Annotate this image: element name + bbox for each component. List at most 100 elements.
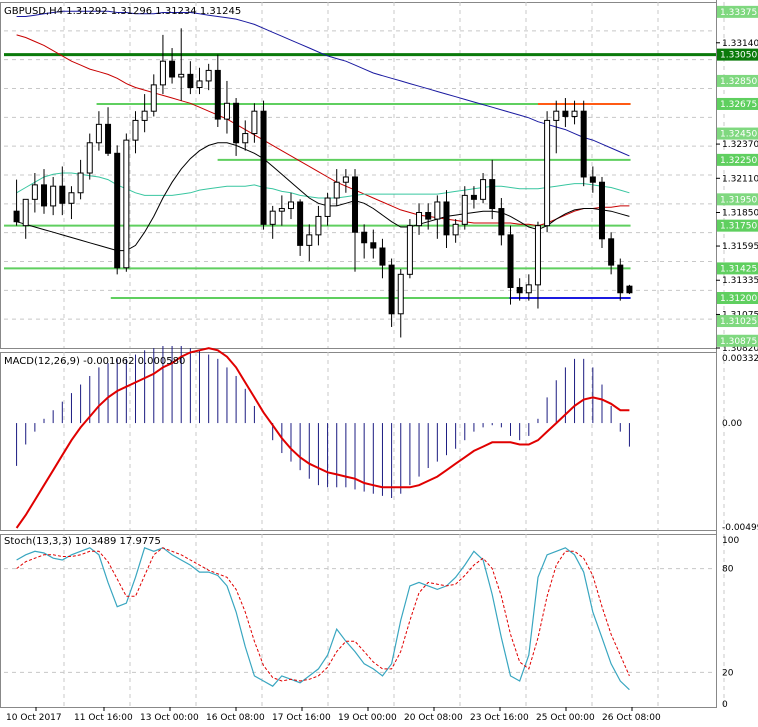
candle[interactable] [434,201,441,220]
candle[interactable] [178,73,185,78]
candle[interactable] [489,179,496,210]
candle[interactable] [443,201,450,236]
candle[interactable] [223,102,230,120]
candle[interactable] [507,234,514,288]
candle[interactable] [50,185,57,207]
price-level-label: 1.32675 [720,100,757,110]
macd-signal-line [15,347,630,529]
time-tick-label: 10 Oct 2017 [6,713,62,723]
price-level-tag[interactable] [717,193,758,206]
candle[interactable] [562,110,569,117]
candle[interactable] [406,225,413,275]
price-level-tag[interactable] [717,153,758,166]
candle[interactable] [397,273,404,315]
candle[interactable] [370,242,377,249]
candle[interactable] [297,201,304,246]
candle[interactable] [352,176,359,233]
candle[interactable] [452,223,459,236]
candle[interactable] [598,181,605,240]
price-level-tag[interactable] [717,334,758,347]
stoch-tick-label: 80 [722,565,734,575]
candle[interactable] [269,210,276,225]
candle[interactable] [388,264,395,315]
candle[interactable] [132,119,139,141]
candle[interactable] [41,184,48,207]
time-tick-label: 23 Oct 16:00 [470,713,529,723]
candle[interactable] [306,234,313,246]
candle[interactable] [425,211,432,220]
price-level-tag[interactable] [717,74,758,87]
price-level-tag[interactable] [717,48,758,61]
candle[interactable] [86,142,93,174]
stochastic-chart[interactable] [4,547,716,691]
candle[interactable] [114,152,121,269]
candle[interactable] [251,110,258,135]
price-axis: 1.33140 1.32370 1.32110 1.31850 1.31595 1.313… [716,5,758,710]
candle[interactable] [324,197,331,217]
candle[interactable] [470,194,477,200]
candle[interactable] [31,184,38,200]
candle[interactable] [379,247,386,266]
price-level-label: 1.32250 [720,156,757,166]
price-level-tag[interactable] [717,292,758,305]
candle[interactable] [544,119,551,227]
candle[interactable] [242,133,249,144]
price-level-tag[interactable] [717,127,758,140]
price-level-label: 1.31425 [720,264,757,274]
candle[interactable] [150,84,157,112]
candle[interactable] [287,201,294,210]
candle[interactable] [95,123,102,144]
candle[interactable] [333,181,340,199]
candle[interactable] [580,110,587,178]
candle[interactable] [169,60,176,78]
candle[interactable] [626,285,633,294]
candle[interactable] [315,215,322,236]
stoch-title: Stoch(13,3,3) 10.3489 17.9775 [4,536,161,547]
candle[interactable] [516,286,523,294]
macd-chart[interactable] [15,346,630,529]
candle[interactable] [260,110,267,225]
candle[interactable] [461,194,468,225]
candle[interactable] [13,210,20,223]
candle[interactable] [196,80,203,89]
moving-average-red [16,34,630,227]
candle[interactable] [187,73,194,89]
macd-tick-label: 0.00 [722,419,742,429]
price-level-tag[interactable] [717,315,758,328]
price-level-tag[interactable] [717,5,758,18]
time-tick-label: 19 Oct 00:00 [338,713,397,723]
candle[interactable] [233,102,240,144]
candle[interactable] [105,123,112,154]
candle[interactable] [214,69,221,120]
candle[interactable] [361,231,368,244]
candle[interactable] [589,176,596,183]
candle[interactable] [342,176,349,183]
candle[interactable] [498,208,505,236]
price-level-tag[interactable] [717,97,758,110]
candle[interactable] [416,211,423,227]
candle[interactable] [68,192,75,204]
candle[interactable] [59,185,66,204]
candle[interactable] [571,110,578,117]
candle[interactable] [123,139,130,269]
candle[interactable] [141,110,148,121]
price-chart[interactable] [4,10,716,338]
candle[interactable] [608,238,615,266]
price-tick-label: 1.32370 [722,140,758,150]
candle[interactable] [77,172,84,194]
time-tick-label: 13 Oct 00:00 [140,713,199,723]
time-tick-label: 20 Oct 08:00 [404,713,463,723]
candle[interactable] [617,264,624,294]
candle[interactable] [278,208,285,212]
price-level-tag[interactable] [717,219,758,232]
price-level-tag[interactable] [717,262,758,275]
candle[interactable] [159,60,166,86]
candle[interactable] [480,179,487,200]
time-tick-label: 25 Oct 00:00 [536,713,595,723]
candle[interactable] [553,110,560,121]
candle[interactable] [534,225,541,286]
candle[interactable] [22,198,29,227]
candle[interactable] [205,69,212,82]
candle[interactable] [525,284,532,294]
